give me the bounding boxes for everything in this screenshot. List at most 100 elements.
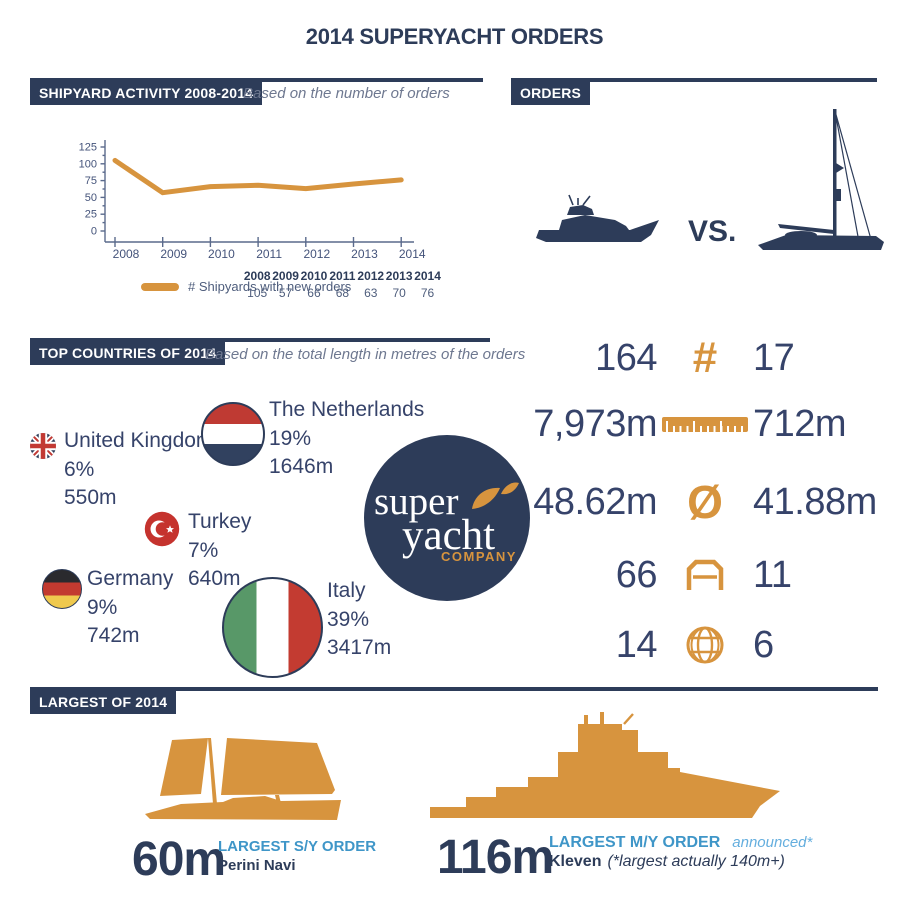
section-header-shipyard-activity: SHIPYARD ACTIVITY 2008-2014 xyxy=(30,82,263,105)
section-header-largest: LARGEST OF 2014 xyxy=(30,691,177,714)
largest-motor-size: 116m xyxy=(437,831,554,884)
y-tick-label: 50 xyxy=(85,192,97,204)
stat-row-orders-count: 164 # 17 xyxy=(500,332,895,384)
chart-table-value: 70 xyxy=(392,286,406,300)
legend-line-swatch xyxy=(141,282,179,291)
x-tick-label: 2010 xyxy=(208,247,235,261)
y-tick-label: 100 xyxy=(79,158,97,170)
section-header-top-countries: TOP COUNTRIES OF 2014 xyxy=(30,342,226,365)
chart-table-year: 2011 xyxy=(329,269,356,283)
chart-table-column: 2011 68 xyxy=(328,269,356,300)
shipyards-line-series xyxy=(112,157,404,196)
y-tick-label: 125 xyxy=(79,142,97,154)
stat-row-average-length: 48.62m Ø 41.88m xyxy=(500,476,895,528)
chart-table-value: 63 xyxy=(364,286,378,300)
country-percent: 6% xyxy=(64,457,95,481)
chart-table-year: 2012 xyxy=(357,269,385,283)
chart-table-year: 2014 xyxy=(414,269,441,283)
largest-motor-order-label: LARGEST M/Y ORDER xyxy=(549,834,721,851)
chart-legend: # Shipyards with new orders xyxy=(141,279,351,294)
y-tick-label: 0 xyxy=(91,226,97,238)
section-header-orders: ORDERS xyxy=(511,82,591,105)
chart-table-column: 2010 66 xyxy=(300,269,328,300)
chart-table-column: 2009 57 xyxy=(271,269,299,300)
chart-table-column: 2012 63 xyxy=(357,269,385,300)
country-length: 742m xyxy=(87,624,140,647)
divider-line-shipyard xyxy=(30,78,483,82)
logo-word-yacht: yacht xyxy=(402,512,496,559)
country-block-turkey: Turkey 7% 640m xyxy=(188,508,251,594)
shipyard-activity-chart: 0 25 50 75 100 125 2008 2009 2010 2011 2012 2013 201… xyxy=(79,140,426,261)
country-percent: 19% xyxy=(269,426,312,450)
flag-netherlands xyxy=(201,402,265,466)
sail-average-length: 41.88m xyxy=(753,480,877,523)
largest-motor-announced: announced* xyxy=(732,834,813,851)
country-name: United Kingdom xyxy=(64,429,214,452)
superyacht-company-logo: super yacht COMPANY xyxy=(364,435,530,601)
country-block-germany: Germany 9% 742m xyxy=(87,565,173,651)
country-length: 550m xyxy=(64,486,117,509)
country-name: The Netherlands xyxy=(269,398,425,421)
hash-icon: # xyxy=(692,333,718,382)
motor-orders-count: 164 xyxy=(595,336,657,379)
chart-table-column: 2014 76 xyxy=(413,269,441,300)
country-length: 640m xyxy=(188,567,241,590)
country-percent: 7% xyxy=(188,538,219,562)
diameter-icon: Ø xyxy=(687,476,723,528)
largest-sail-order-label: LARGEST S/Y ORDER xyxy=(218,838,377,855)
chart-table-year: 2013 xyxy=(385,269,413,283)
flag-turkey xyxy=(144,511,180,547)
x-tick-label: 2008 xyxy=(113,247,140,261)
globe-icon xyxy=(686,626,724,664)
motor-shipyards: 66 xyxy=(615,553,658,596)
motor-total-length: 7,973m xyxy=(533,402,657,445)
leaf-icon xyxy=(472,482,519,509)
country-block-italy: Italy 39% 3417m xyxy=(327,577,391,663)
motor-countries: 14 xyxy=(615,623,658,666)
motor-yacht-icon xyxy=(536,194,659,242)
stat-row-total-length: 7,973m 712m xyxy=(500,398,895,450)
country-name: Italy xyxy=(327,579,366,602)
x-tick-label: 2011 xyxy=(256,247,282,261)
logo-word-company: COMPANY xyxy=(441,549,517,564)
chart-table-value: 76 xyxy=(420,286,435,300)
chart-table-value: 57 xyxy=(278,286,293,300)
sail-total-length: 712m xyxy=(753,402,847,445)
chart-table-year: 2010 xyxy=(300,269,328,283)
country-block-netherlands: The Netherlands 19% 1646m xyxy=(269,396,424,482)
chart-table-column: 2013 70 xyxy=(385,269,413,300)
vs-label: VS. xyxy=(688,215,737,248)
country-percent: 39% xyxy=(327,607,370,631)
chart-table-year: 2009 xyxy=(272,269,299,283)
chart-table-column: 2008 105 xyxy=(243,269,271,300)
sailing-yacht-icon xyxy=(758,109,884,250)
chart-table-value: 68 xyxy=(335,286,350,300)
flag-italy xyxy=(222,577,323,678)
section-subtitle-shipyard-activity: Based on the number of orders xyxy=(243,85,450,102)
logo-word-super: super xyxy=(374,480,459,523)
x-tick-label: 2013 xyxy=(351,247,378,261)
chart-table-value: 105 xyxy=(247,286,268,300)
x-tick-label: 2009 xyxy=(160,247,187,261)
largest-sailing-yacht-silhouette xyxy=(145,738,341,820)
country-length: 1646m xyxy=(269,455,334,478)
divider-line-top-countries xyxy=(30,338,490,342)
motor-average-length: 48.62m xyxy=(533,480,657,523)
largest-sail-size: 60m xyxy=(132,833,226,886)
ruler-icon xyxy=(662,416,748,432)
country-name: Turkey xyxy=(188,510,252,533)
sail-countries: 6 xyxy=(753,623,774,666)
chart-data-table: 2008 105 2009 57 2010 66 2011 68 2012 63 2013 70 201… xyxy=(243,269,442,300)
country-percent: 9% xyxy=(87,595,118,619)
country-length: 3417m xyxy=(327,636,392,659)
largest-sail-labels: LARGEST S/Y ORDER Perini Navi xyxy=(218,837,376,875)
y-tick-label: 25 xyxy=(85,209,97,221)
chart-table-value: 66 xyxy=(307,286,321,300)
largest-motor-builder: Kleven xyxy=(549,853,602,870)
x-tick-label: 2014 xyxy=(399,247,426,261)
shipyard-shed-icon xyxy=(686,559,724,590)
sail-shipyards: 11 xyxy=(753,553,792,596)
divider-line-orders xyxy=(511,78,877,82)
country-name: Germany xyxy=(87,567,174,590)
